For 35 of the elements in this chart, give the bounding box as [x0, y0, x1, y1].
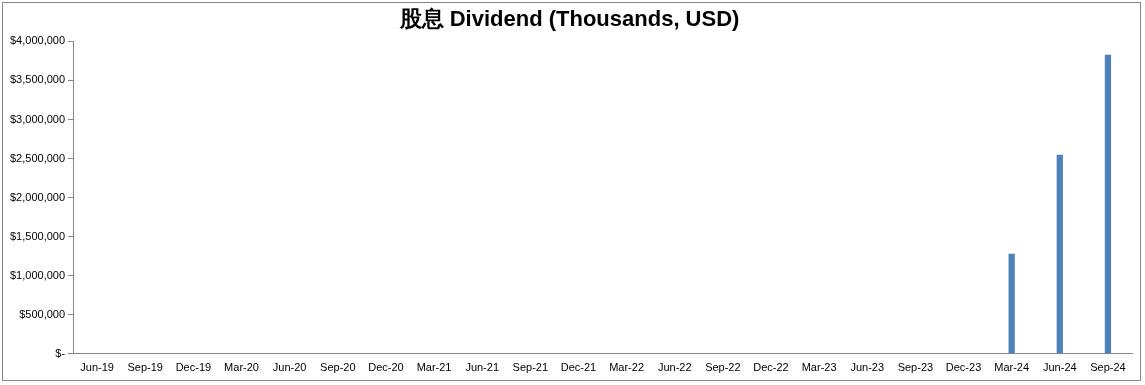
x-tick-label: Jun-20	[272, 361, 307, 374]
y-tick-label: $3,500,000	[9, 73, 66, 86]
x-tick-label: Jun-22	[657, 361, 692, 374]
x-tick-label: Jun-24	[1042, 361, 1077, 374]
x-tick-label: Sep-22	[705, 361, 741, 374]
y-tick-label: $-	[55, 346, 66, 359]
bar	[1056, 154, 1063, 354]
x-tick-label: Jun-23	[850, 361, 885, 374]
bar	[1104, 54, 1112, 354]
y-tick-label: $2,000,000	[9, 190, 66, 203]
x-tick-label: Dec-19	[175, 361, 212, 374]
x-tick-label: Dec-23	[945, 361, 982, 374]
y-tick-label: $3,000,000	[9, 112, 66, 125]
x-tick-label: Jun-19	[80, 361, 114, 374]
x-tick-label: Sep-21	[512, 361, 549, 374]
bar	[1008, 253, 1015, 354]
x-tick-label: Dec-21	[560, 361, 597, 374]
x-tick-label: Sep-19	[127, 361, 163, 374]
x-tick-label: Sep-20	[320, 361, 356, 374]
x-tick-label: Mar-22	[609, 361, 645, 374]
x-tick-label: Mar-23	[801, 361, 837, 374]
x-tick-label: Mar-21	[416, 361, 452, 374]
y-tick-label: $4,000,000	[9, 34, 66, 47]
x-tick-label: Jun-21	[465, 361, 500, 374]
y-tick-label: $1,000,000	[9, 268, 66, 281]
x-tick-label: Sep-24	[1090, 361, 1126, 374]
x-tick-label: Sep-23	[897, 361, 934, 374]
x-tick-label: Mar-20	[224, 361, 259, 374]
x-tick-label: Mar-24	[994, 361, 1030, 374]
y-tick-label: $1,500,000	[9, 229, 66, 242]
chart-title: 股息 Dividend (Thousands, USD)	[398, 6, 740, 32]
x-tick-label: Dec-20	[368, 361, 404, 374]
x-tick-label: Dec-22	[753, 361, 789, 374]
y-tick-label: $2,500,000	[9, 151, 66, 164]
y-tick-label: $500,000	[19, 307, 66, 320]
